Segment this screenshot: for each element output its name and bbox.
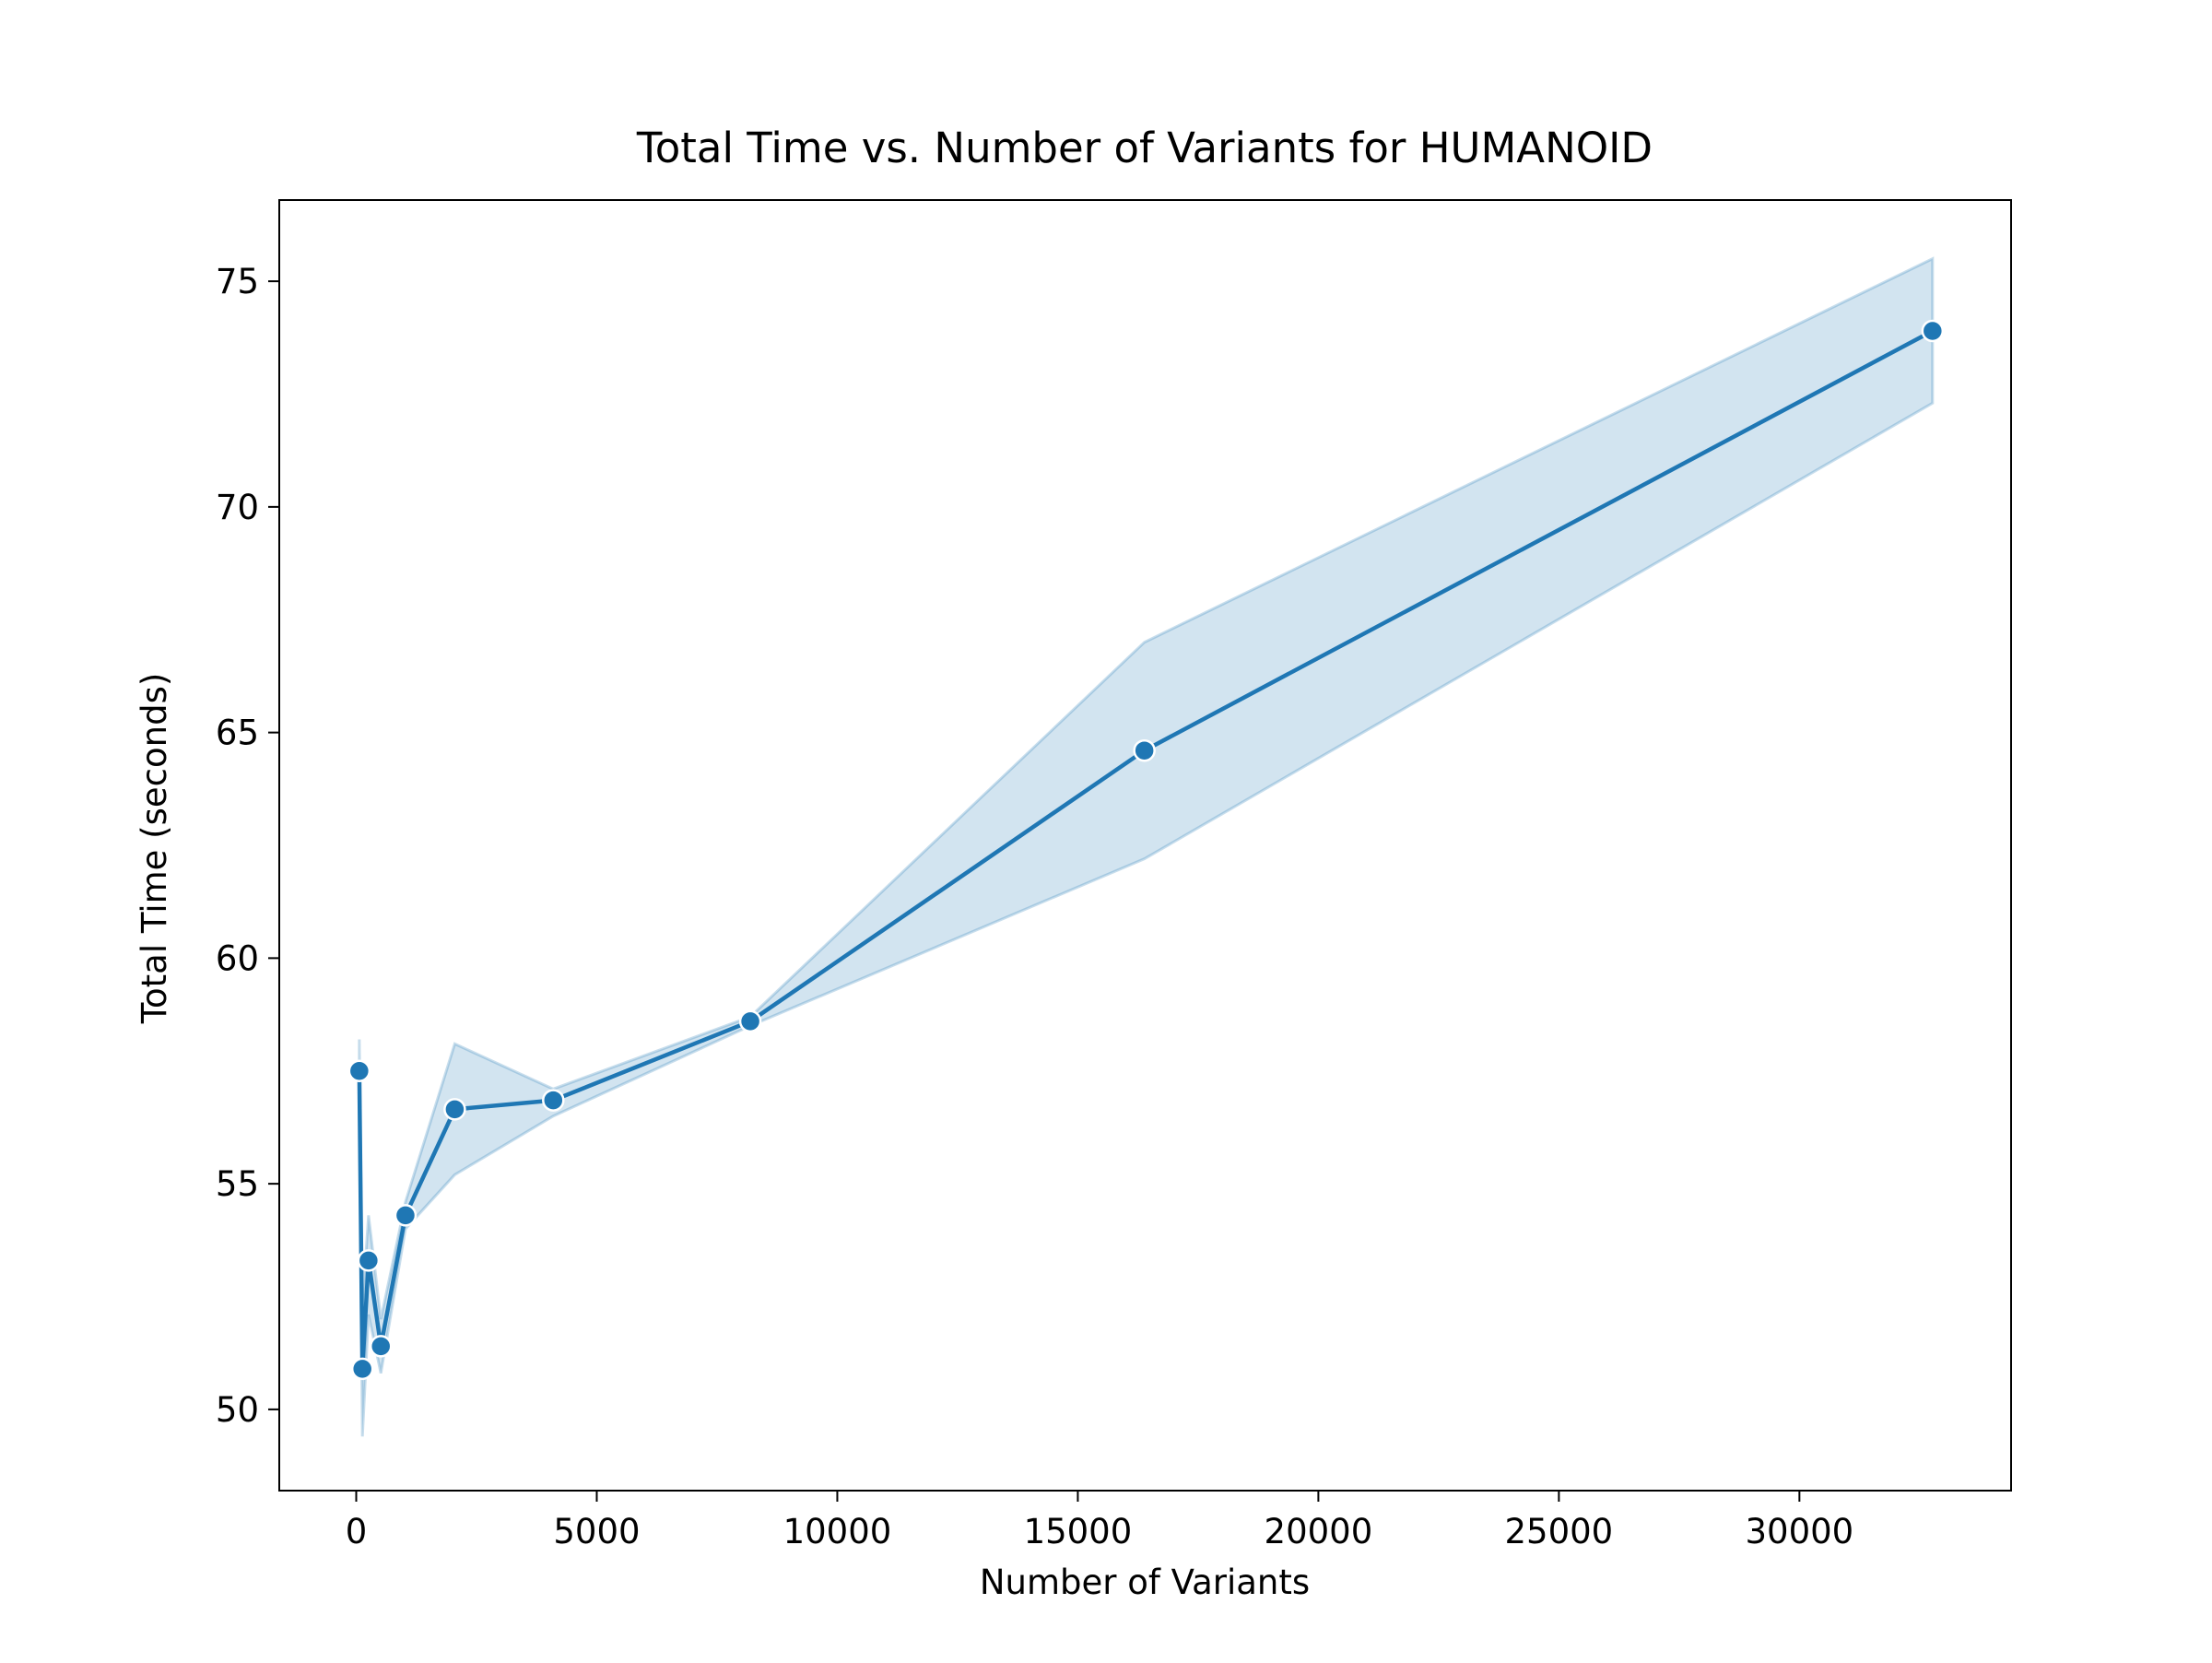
x-tick-label: 20000 [1265, 1512, 1373, 1551]
y-axis-ticks: 50 55 60 65 70 75 [216, 262, 279, 1430]
chart-title: Total Time vs. Number of Variants for HU… [636, 124, 1653, 172]
x-tick-label: 15000 [1024, 1512, 1133, 1551]
data-point [357, 1249, 381, 1272]
x-tick-label: 30000 [1745, 1512, 1853, 1551]
data-point [347, 1059, 371, 1083]
confidence-band [358, 256, 1935, 1437]
y-tick-label: 70 [216, 488, 259, 527]
data-point [369, 1335, 393, 1358]
data-point [738, 1009, 762, 1033]
y-tick-label: 50 [216, 1390, 259, 1430]
x-tick-label: 10000 [783, 1512, 892, 1551]
y-tick-label: 65 [216, 714, 259, 753]
y-tick-label: 75 [216, 262, 259, 301]
data-point [394, 1204, 418, 1227]
series-line [357, 328, 1936, 1372]
x-axis-ticks: 0 5000 10000 15000 20000 25000 30000 [346, 1491, 1853, 1551]
data-point [542, 1089, 565, 1112]
y-axis-label: Total Time (seconds) [135, 673, 174, 1025]
x-tick-label: 5000 [553, 1512, 640, 1551]
data-point [443, 1098, 466, 1121]
y-tick-label: 55 [216, 1164, 259, 1204]
x-tick-label: 25000 [1505, 1512, 1614, 1551]
data-point [1133, 738, 1156, 762]
plot-frame [278, 199, 2012, 1492]
data-point [350, 1357, 374, 1381]
plot-layer [347, 256, 1945, 1437]
data-point [1921, 319, 1945, 343]
y-tick-label: 60 [216, 938, 259, 978]
x-tick-label: 0 [346, 1512, 368, 1551]
x-axis-label: Number of Variants [980, 1563, 1310, 1602]
